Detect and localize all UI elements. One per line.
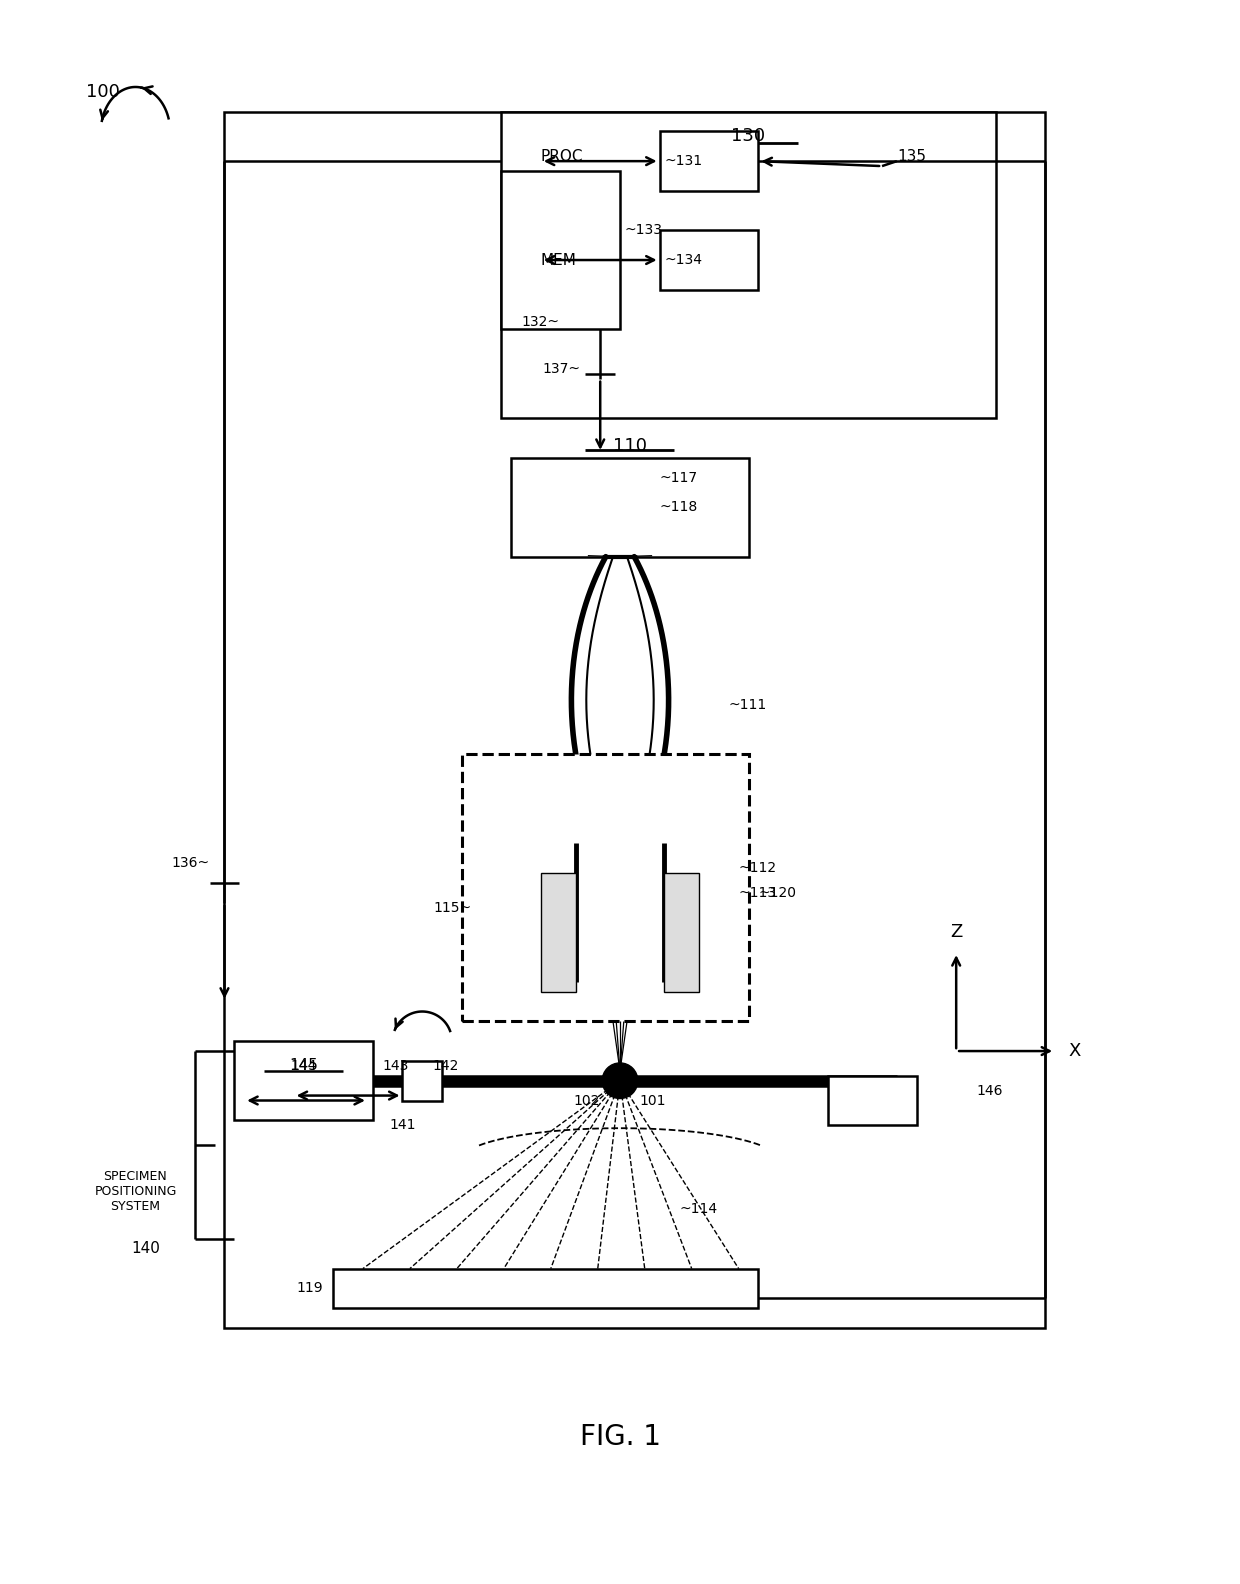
Bar [660, 230, 759, 290]
Bar [501, 171, 620, 329]
Text: 100: 100 [86, 82, 120, 101]
Text: 101: 101 [640, 1093, 666, 1107]
Bar [461, 754, 749, 1022]
Text: Z: Z [950, 923, 962, 941]
Text: 146: 146 [976, 1083, 1002, 1098]
Text: 136~: 136~ [171, 857, 210, 870]
Text: X: X [1069, 1042, 1081, 1060]
Text: ~134: ~134 [665, 253, 703, 268]
Text: 144: 144 [290, 1058, 316, 1072]
Text: ~113: ~113 [739, 885, 776, 900]
Text: PROC: PROC [541, 149, 583, 163]
Text: 145: 145 [289, 1058, 317, 1074]
Text: 110: 110 [613, 437, 647, 455]
Text: 132~: 132~ [521, 315, 559, 329]
Bar [541, 873, 575, 992]
Bar [234, 1041, 373, 1120]
Text: ~120: ~120 [759, 885, 796, 900]
Text: 140: 140 [131, 1242, 160, 1256]
Bar [665, 873, 699, 992]
Bar [403, 1061, 441, 1101]
Text: 141: 141 [389, 1118, 415, 1133]
Text: 115~: 115~ [434, 901, 471, 914]
Text: ~117: ~117 [660, 470, 698, 485]
Text: ~118: ~118 [660, 501, 698, 515]
Bar [660, 131, 759, 190]
Text: 137~: 137~ [542, 361, 580, 375]
Text: MEM: MEM [541, 252, 577, 268]
Bar [827, 1076, 916, 1125]
Text: 142: 142 [432, 1058, 459, 1072]
Text: ~114: ~114 [680, 1202, 718, 1217]
Circle shape [603, 1063, 637, 1099]
Text: ~112: ~112 [739, 862, 776, 874]
Text: 119: 119 [296, 1281, 324, 1296]
Bar [334, 1269, 759, 1308]
Text: ~131: ~131 [665, 154, 703, 168]
Text: ~133: ~133 [625, 223, 663, 238]
Text: SPECIMEN
POSITIONING
SYSTEM: SPECIMEN POSITIONING SYSTEM [94, 1169, 176, 1213]
Bar [501, 112, 996, 418]
Text: 143: 143 [383, 1058, 409, 1072]
Text: 102: 102 [574, 1093, 600, 1107]
Text: FIG. 1: FIG. 1 [579, 1422, 661, 1451]
Bar [224, 112, 1045, 1327]
Text: 130: 130 [732, 127, 765, 146]
Text: 135: 135 [897, 149, 926, 163]
Text: ~111: ~111 [729, 699, 768, 711]
Bar [511, 458, 749, 556]
